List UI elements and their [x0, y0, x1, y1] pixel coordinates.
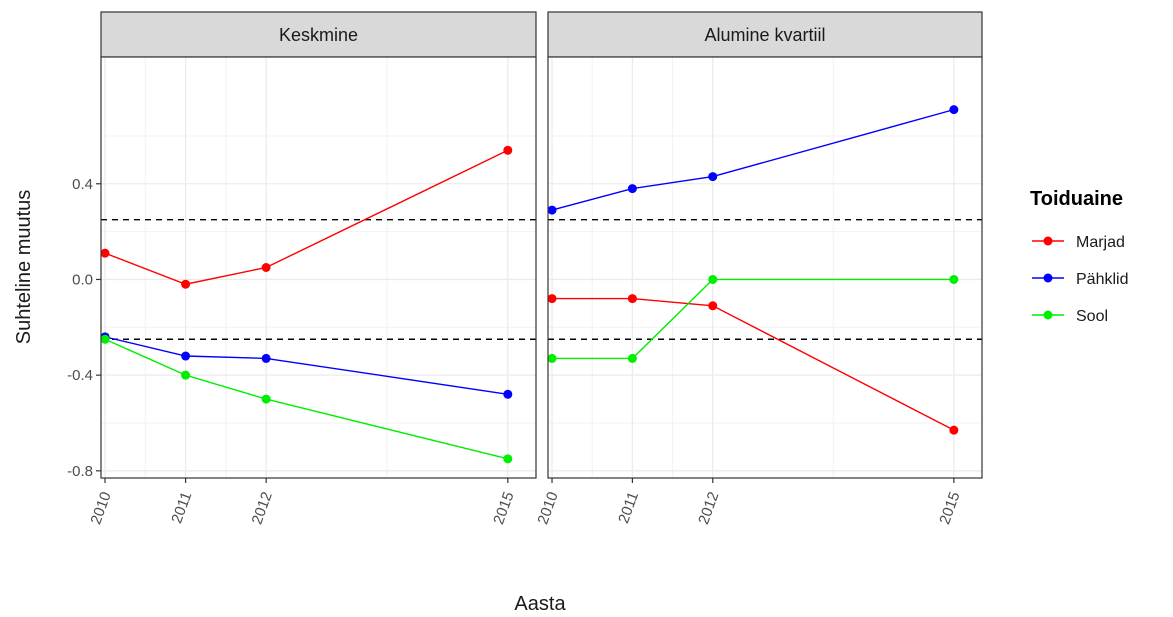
- x-tick-label: 2012: [695, 490, 722, 527]
- data-point: [100, 334, 110, 344]
- legend-item-marjad: Marjad: [1032, 234, 1125, 251]
- data-point: [627, 353, 637, 363]
- data-point: [261, 353, 271, 363]
- facet-title: Alumine kvartiil: [704, 25, 825, 45]
- legend-title: Toiduaine: [1030, 188, 1123, 210]
- y-tick-label: -0.4: [67, 367, 93, 384]
- data-point: [100, 248, 110, 258]
- x-tick-label: 2012: [249, 490, 276, 527]
- series-line-sool: [552, 278, 954, 360]
- panel-border: [100, 56, 537, 479]
- data-point: [627, 184, 637, 194]
- facet-strip: [547, 11, 983, 58]
- data-point: [181, 351, 191, 361]
- plot-background: [101, 57, 536, 478]
- data-point: [547, 353, 557, 363]
- series-line-pähklid: [104, 336, 508, 395]
- x-tick-label: 2015: [490, 490, 517, 527]
- data-point: [949, 425, 959, 435]
- data-point: [708, 301, 718, 311]
- legend-label: Sool: [1076, 308, 1108, 325]
- data-point: [627, 294, 637, 304]
- x-axis: 2010 2011 2012 2015 2010 2011 2012 2015: [87, 478, 964, 527]
- series-line-marjad: [552, 297, 955, 431]
- legend: Toiduaine Marjad Pähklid Sool: [1030, 188, 1128, 325]
- data-point: [949, 274, 959, 284]
- legend-label: Marjad: [1076, 234, 1125, 251]
- series-line-marjad: [104, 149, 509, 285]
- legend-key-point: [1043, 310, 1053, 320]
- panel-1: Keskmine: [100, 11, 537, 479]
- y-tick-label: 0.0: [72, 271, 93, 288]
- legend-key-point: [1043, 273, 1053, 283]
- y-tick-label: -0.8: [67, 463, 93, 480]
- x-tick-label: 2010: [534, 490, 561, 527]
- x-tick-label: 2011: [615, 490, 642, 526]
- facet-title: Keskmine: [279, 25, 358, 45]
- data-point: [261, 263, 271, 272]
- y-axis-title: Suhteline muutus: [13, 190, 35, 345]
- data-point: [547, 205, 557, 215]
- data-point: [181, 279, 191, 289]
- legend-item-pähklid: Pähklid: [1032, 271, 1128, 288]
- panel-border: [547, 56, 983, 479]
- data-point: [708, 274, 718, 284]
- data-point: [708, 172, 718, 182]
- legend-label: Pähklid: [1076, 271, 1128, 288]
- y-axis: -0.8 -0.4 0.0 0.4: [67, 176, 101, 480]
- data-point: [261, 394, 271, 404]
- series-line-pähklid: [551, 108, 955, 211]
- y-tick-label: 0.4: [72, 176, 93, 193]
- panels-layer: Keskmine Alumine kvartiil: [100, 11, 983, 479]
- panel-2: Alumine kvartiil: [547, 11, 983, 479]
- legend-item-sool: Sool: [1032, 308, 1108, 325]
- series-line-sool: [104, 338, 508, 460]
- x-tick-label: 2011: [168, 490, 195, 526]
- legend-key-point: [1043, 236, 1053, 246]
- x-axis-title: Aasta: [514, 593, 566, 615]
- data-point: [949, 105, 959, 115]
- data-point: [503, 454, 513, 464]
- data-point: [503, 145, 513, 155]
- data-point: [181, 370, 191, 380]
- x-tick-label: 2010: [87, 490, 114, 527]
- x-tick-label: 2015: [936, 490, 963, 527]
- data-point: [503, 389, 513, 399]
- facet-strip: [100, 11, 537, 58]
- data-point: [547, 294, 557, 304]
